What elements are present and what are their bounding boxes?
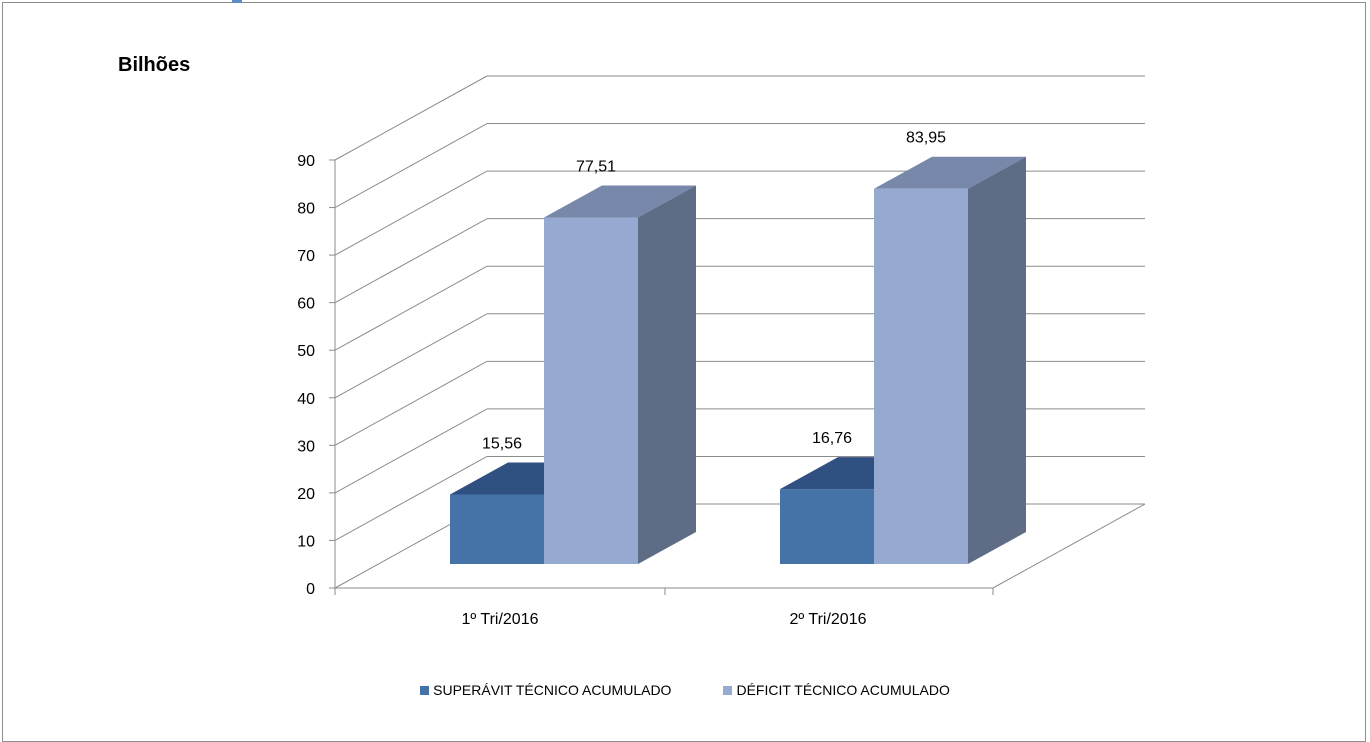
y-tick-label-2: 20 <box>297 486 315 503</box>
gridline-side-3 <box>334 360 488 446</box>
y-tick-label-3: 30 <box>297 438 315 455</box>
bar-side-deficit-1 <box>638 185 696 564</box>
y-tick-label-4: 40 <box>297 391 315 408</box>
bar-top-deficit-2 <box>874 156 1026 189</box>
legend-label-deficit: DÉFICIT TÉCNICO ACUMULADO <box>736 682 950 698</box>
data-label-superavit-2: 16,76 <box>812 430 852 447</box>
legend-label-superavit: SUPERÁVIT TÉCNICO ACUMULADO <box>433 682 672 698</box>
data-label-deficit-2: 83,95 <box>906 130 946 147</box>
bar-top-deficit-1 <box>544 185 696 218</box>
y-tick-label-0: 0 <box>306 581 315 598</box>
legend-item-deficit: DÉFICIT TÉCNICO ACUMULADO <box>723 682 950 698</box>
y-tick-label-7: 70 <box>297 248 315 265</box>
gridline-side-5 <box>334 265 488 351</box>
gridline-side-2 <box>334 408 488 494</box>
gridline-side-8 <box>334 123 488 208</box>
legend: SUPERÁVIT TÉCNICO ACUMULADO DÉFICIT TÉCN… <box>0 682 1370 698</box>
gridline-side-1 <box>334 456 488 541</box>
bar-side-deficit-2 <box>968 156 1026 564</box>
data-label-deficit-1: 77,51 <box>576 159 616 176</box>
gridline-side-7 <box>334 170 488 256</box>
y-tick-label-5: 50 <box>297 343 315 360</box>
legend-swatch-superavit <box>420 685 430 695</box>
y-tick-label-9: 90 <box>297 153 315 170</box>
y-tick-label-6: 60 <box>297 296 315 313</box>
x-tick-label-2: 2º Tri/2016 <box>790 611 867 628</box>
y-unit-label: Bilhões <box>118 54 191 76</box>
x-tick-label-1: 1º Tri/2016 <box>462 611 539 628</box>
gridline-side-4 <box>334 313 488 399</box>
gridline-side-6 <box>334 218 488 304</box>
y-tick-label-8: 80 <box>297 201 315 218</box>
bar-superavit-1 <box>450 494 544 564</box>
y-tick-label-1: 10 <box>297 533 315 550</box>
bar-superavit-2 <box>780 489 874 564</box>
legend-swatch-deficit <box>723 685 733 695</box>
gridline-side-9 <box>334 75 488 161</box>
legend-item-superavit: SUPERÁVIT TÉCNICO ACUMULADO <box>420 682 671 698</box>
bar-deficit-1 <box>544 217 638 564</box>
top-edge-mark <box>232 0 242 3</box>
floor-right-edge <box>992 503 1146 589</box>
data-label-superavit-1: 15,56 <box>482 435 522 452</box>
chart-plot: 0 10 20 30 40 50 60 70 80 90 15,56 77,51 1º Tri/2016… <box>297 75 1146 628</box>
bar-deficit-2 <box>874 188 968 564</box>
